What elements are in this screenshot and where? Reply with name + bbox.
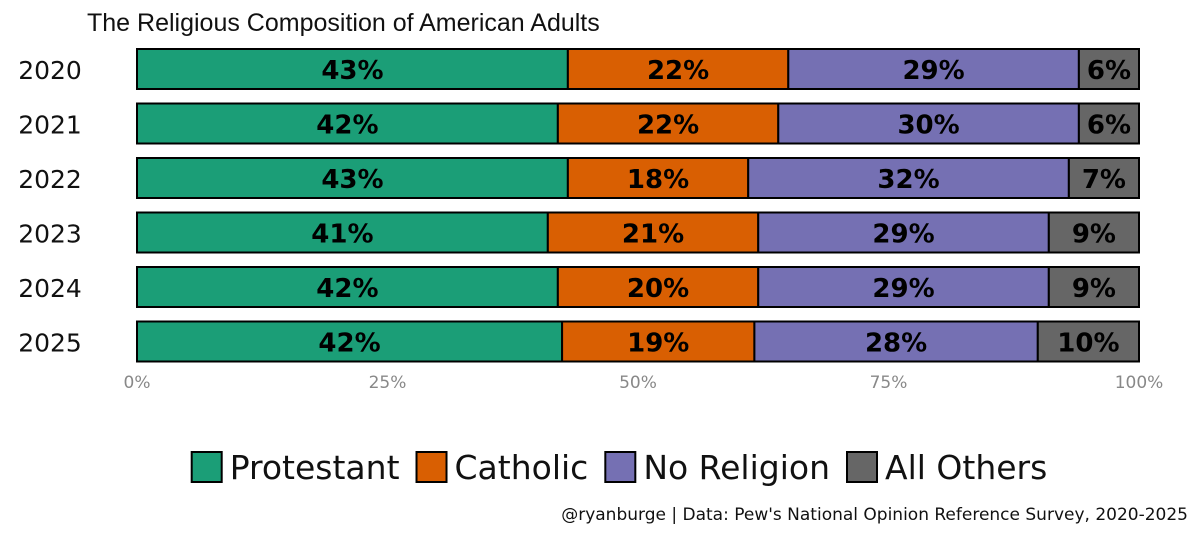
bar-no-religion-2024 (757, 266, 1050, 308)
x-tick-label: 100% (1115, 373, 1164, 393)
data-label: 43% (321, 165, 383, 195)
legend-swatch (415, 451, 448, 483)
legend: Protestant Catholic No Religion All Others (190, 448, 1047, 487)
data-label: 29% (872, 274, 934, 304)
legend-label: Catholic (455, 448, 589, 487)
bar-catholic-2024 (556, 266, 760, 308)
y-tick-label: 2023 (18, 220, 82, 249)
data-label: 42% (316, 111, 378, 141)
chart-title: The Religious Composition of American Ad… (87, 9, 600, 37)
data-label: 32% (877, 165, 939, 195)
bar-all-others-2021 (1077, 102, 1141, 145)
bar-no-religion-2021 (777, 102, 1080, 145)
data-label: 42% (318, 329, 380, 359)
data-label: 42% (316, 274, 378, 304)
y-tick-label: 2022 (18, 165, 82, 194)
legend-item-protestant: Protestant (190, 448, 400, 487)
data-label: 22% (647, 56, 709, 86)
legend-label: Protestant (230, 448, 400, 487)
legend-swatch (604, 451, 637, 483)
bars-group: 43% 22% 29% 6% 42% 22% 30% 6% 43% 18% 32% 7% 41% 21% 2… (136, 48, 1141, 363)
data-label: 10% (1057, 329, 1119, 359)
bar-all-others-2022 (1067, 157, 1140, 199)
data-label: 43% (321, 56, 383, 86)
data-label: 30% (897, 111, 959, 141)
bar-all-others-2023 (1047, 211, 1140, 254)
y-tick-label: 2025 (18, 329, 82, 358)
bar-protestant-2022 (136, 157, 569, 199)
bar-protestant-2025 (136, 320, 564, 363)
bar-no-religion-2025 (753, 320, 1039, 363)
data-label: 19% (627, 329, 689, 359)
data-label: 21% (622, 220, 684, 250)
bar-catholic-2021 (556, 102, 780, 145)
y-axis-labels: 2020 2021 2022 2023 2024 2025 (18, 56, 82, 358)
data-label: 20% (627, 274, 689, 304)
bar-catholic-2025 (561, 320, 756, 363)
bar-catholic-2020 (566, 48, 790, 90)
data-label: 6% (1087, 56, 1131, 86)
bar-protestant-2023 (136, 211, 549, 254)
legend-swatch (846, 451, 878, 483)
bar-all-others-2025 (1036, 320, 1140, 363)
bar-protestant-2020 (136, 48, 569, 90)
data-label: 6% (1087, 111, 1131, 141)
data-label: 7% (1082, 165, 1126, 195)
bar-protestant-2024 (136, 266, 559, 308)
legend-item-catholic: Catholic (415, 448, 589, 487)
x-tick-label: 75% (870, 373, 908, 393)
legend-label: All Others (885, 448, 1047, 487)
legend-item-no-religion: No Religion (604, 448, 830, 487)
bar-protestant-2021 (136, 102, 559, 145)
data-label: 9% (1072, 274, 1116, 304)
chart-caption: @ryanburge | Data: Pew's National Opinio… (561, 505, 1188, 525)
y-tick-label: 2024 (18, 274, 82, 303)
bar-all-others-2020 (1077, 48, 1141, 90)
x-axis-tick-labels: 0% 25% 50% 75% 100% (124, 373, 1164, 393)
data-label: 29% (902, 56, 964, 86)
y-tick-label: 2020 (18, 56, 82, 85)
bar-no-religion-2020 (787, 48, 1080, 90)
data-label: 41% (311, 220, 373, 250)
y-tick-label: 2021 (18, 111, 82, 140)
data-label: 18% (627, 165, 689, 195)
data-label: 29% (872, 220, 934, 250)
x-tick-label: 25% (369, 373, 407, 393)
data-label: 22% (637, 111, 699, 141)
x-tick-label: 0% (124, 373, 151, 393)
legend-swatch (190, 451, 223, 483)
data-label: 28% (865, 329, 927, 359)
bar-all-others-2024 (1047, 266, 1140, 308)
legend-label: No Religion (643, 448, 830, 487)
bar-catholic-2022 (566, 157, 750, 199)
legend-item-all-others: All Others (846, 448, 1047, 487)
bar-catholic-2023 (546, 211, 760, 254)
x-tick-label: 50% (619, 373, 657, 393)
data-label: 9% (1072, 220, 1116, 250)
